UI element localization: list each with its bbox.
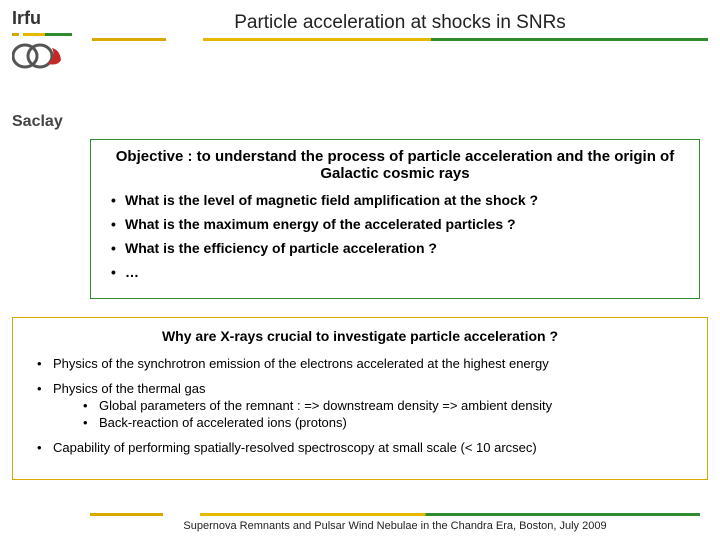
list-item: What is the maximum energy of the accele… xyxy=(111,216,685,232)
sidebar-logo: Irfu xyxy=(12,8,92,75)
xray-panel: Why are X-rays crucial to investigate pa… xyxy=(12,317,708,480)
objective-heading: Objective : to understand the process of… xyxy=(105,148,685,182)
cea-logo-icon xyxy=(12,42,64,75)
list-item: Back-reaction of accelerated ions (proto… xyxy=(83,415,697,430)
footer: Supernova Remnants and Pulsar Wind Nebul… xyxy=(90,513,700,532)
xray-list: Physics of the synchrotron emission of t… xyxy=(23,356,697,455)
xray-sublist: Global parameters of the remnant : => do… xyxy=(53,398,697,430)
divider xyxy=(12,33,72,36)
footer-divider xyxy=(90,513,700,516)
objective-list: What is the level of magnetic field ampl… xyxy=(105,192,685,280)
list-item-text: Capability of performing spatially-resol… xyxy=(53,440,537,455)
org-bottom-label: Saclay xyxy=(12,75,92,131)
xray-heading: Why are X-rays crucial to investigate pa… xyxy=(23,328,697,344)
list-item: Global parameters of the remnant : => do… xyxy=(83,398,697,413)
list-item: Physics of the synchrotron emission of t… xyxy=(37,356,697,371)
list-item: What is the efficiency of particle accel… xyxy=(111,240,685,256)
list-item: … xyxy=(111,264,685,280)
list-item: Physics of the thermal gas Global parame… xyxy=(37,381,697,430)
footer-text: Supernova Remnants and Pulsar Wind Nebul… xyxy=(90,520,700,532)
page-title: Particle acceleration at shocks in SNRs xyxy=(92,12,708,34)
list-item-text: Physics of the synchrotron emission of t… xyxy=(53,356,549,371)
list-item: Capability of performing spatially-resol… xyxy=(37,440,697,455)
objective-panel: Objective : to understand the process of… xyxy=(90,139,700,299)
org-top-label: Irfu xyxy=(12,8,41,29)
title-underline xyxy=(92,38,708,41)
list-item-text: Physics of the thermal gas xyxy=(53,381,205,396)
list-item: What is the level of magnetic field ampl… xyxy=(111,192,685,208)
